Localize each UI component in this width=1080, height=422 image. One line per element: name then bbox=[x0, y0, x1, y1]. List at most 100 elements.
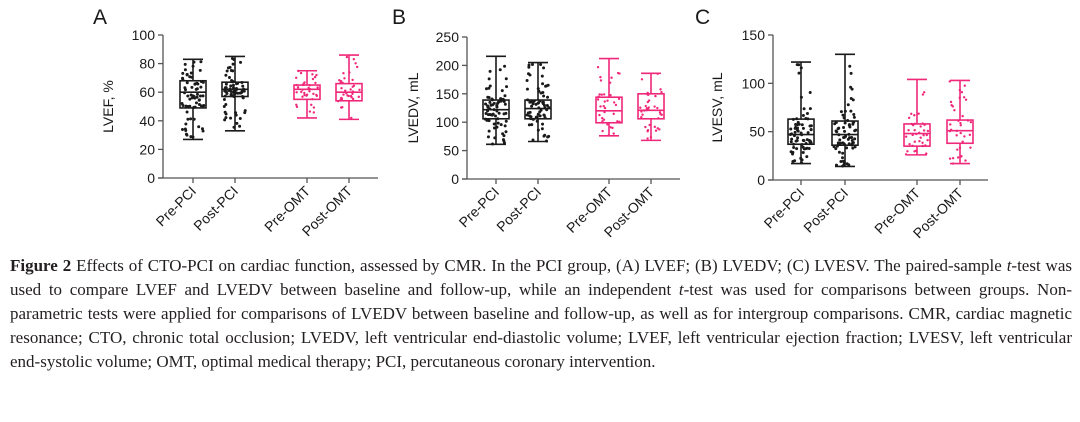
data-point bbox=[653, 125, 657, 129]
data-point bbox=[497, 111, 501, 115]
data-point bbox=[310, 103, 313, 107]
data-point bbox=[961, 114, 964, 118]
data-point bbox=[842, 142, 846, 146]
y-tick-label: 100 bbox=[132, 27, 156, 43]
data-point bbox=[654, 94, 657, 98]
data-point bbox=[229, 84, 233, 88]
data-point bbox=[497, 99, 501, 103]
data-point bbox=[308, 87, 312, 91]
data-point bbox=[616, 71, 620, 75]
data-point bbox=[315, 73, 318, 77]
data-point bbox=[841, 151, 845, 155]
data-point bbox=[904, 135, 908, 138]
data-point bbox=[611, 126, 614, 130]
data-point bbox=[960, 155, 963, 158]
data-point bbox=[505, 85, 509, 89]
data-point bbox=[486, 109, 490, 113]
data-point bbox=[834, 121, 838, 125]
data-point bbox=[842, 135, 846, 139]
data-point bbox=[525, 87, 529, 91]
data-point bbox=[537, 101, 541, 105]
data-point bbox=[542, 113, 546, 117]
data-point bbox=[495, 105, 499, 109]
data-point bbox=[919, 136, 922, 139]
data-point bbox=[539, 108, 543, 112]
data-point bbox=[616, 120, 619, 123]
data-point bbox=[340, 87, 343, 90]
data-point bbox=[809, 128, 813, 132]
data-point bbox=[486, 135, 490, 139]
data-point bbox=[922, 134, 925, 137]
data-point bbox=[790, 132, 794, 136]
data-point bbox=[906, 150, 909, 153]
data-point bbox=[545, 103, 549, 107]
data-point bbox=[541, 82, 545, 86]
data-point bbox=[808, 140, 812, 144]
data-point bbox=[789, 127, 793, 131]
data-point bbox=[502, 112, 506, 116]
data-point bbox=[224, 90, 228, 94]
panel-letter: B bbox=[392, 6, 406, 29]
data-point bbox=[201, 104, 205, 108]
data-point bbox=[612, 132, 615, 135]
data-point bbox=[653, 105, 656, 108]
data-point bbox=[846, 103, 850, 107]
data-point bbox=[190, 75, 194, 79]
data-point bbox=[908, 142, 911, 146]
data-point bbox=[526, 111, 530, 115]
data-point bbox=[799, 131, 803, 135]
data-point bbox=[190, 85, 194, 89]
data-point bbox=[229, 69, 233, 73]
data-point bbox=[849, 71, 853, 75]
data-point bbox=[962, 96, 966, 99]
data-point bbox=[832, 145, 836, 149]
data-point bbox=[357, 95, 360, 99]
iqr-box bbox=[946, 119, 974, 145]
data-point bbox=[792, 146, 796, 150]
box-post-omt bbox=[637, 72, 665, 142]
data-point bbox=[348, 71, 351, 74]
data-point bbox=[180, 101, 184, 105]
data-point bbox=[603, 100, 606, 103]
y-tick-label: 100 bbox=[436, 114, 460, 130]
data-point bbox=[660, 113, 663, 116]
data-point bbox=[958, 96, 961, 100]
data-point bbox=[794, 125, 798, 129]
data-point bbox=[503, 102, 507, 106]
data-point bbox=[658, 111, 662, 114]
data-point bbox=[797, 71, 801, 75]
data-point bbox=[525, 79, 529, 83]
data-point bbox=[529, 115, 533, 119]
data-point bbox=[242, 87, 246, 91]
data-point bbox=[847, 142, 851, 146]
data-point bbox=[199, 60, 203, 64]
data-point bbox=[656, 106, 659, 110]
data-point bbox=[224, 112, 228, 116]
data-point bbox=[800, 158, 804, 162]
data-point bbox=[924, 144, 927, 147]
y-tick-label: 100 bbox=[742, 75, 766, 91]
data-point bbox=[183, 127, 187, 131]
data-point bbox=[795, 147, 799, 151]
panel-letter: C bbox=[695, 6, 710, 29]
data-point bbox=[606, 99, 609, 102]
data-point bbox=[236, 91, 240, 95]
data-point bbox=[913, 114, 916, 117]
data-point bbox=[223, 94, 227, 98]
x-tick-label: Post-PCI bbox=[493, 184, 544, 235]
y-axis-label: LVEF, % bbox=[100, 80, 116, 133]
data-point bbox=[236, 81, 240, 85]
data-point bbox=[536, 87, 540, 91]
data-point bbox=[537, 106, 541, 110]
data-point bbox=[917, 112, 920, 115]
data-point bbox=[541, 100, 545, 104]
data-point bbox=[834, 163, 838, 167]
data-point bbox=[312, 92, 315, 96]
data-point bbox=[224, 82, 228, 86]
data-point bbox=[597, 95, 600, 98]
data-point bbox=[530, 62, 534, 66]
data-point bbox=[301, 88, 304, 91]
caption-text: Effects of CTO-PCI on cardiac function, … bbox=[10, 256, 1072, 371]
